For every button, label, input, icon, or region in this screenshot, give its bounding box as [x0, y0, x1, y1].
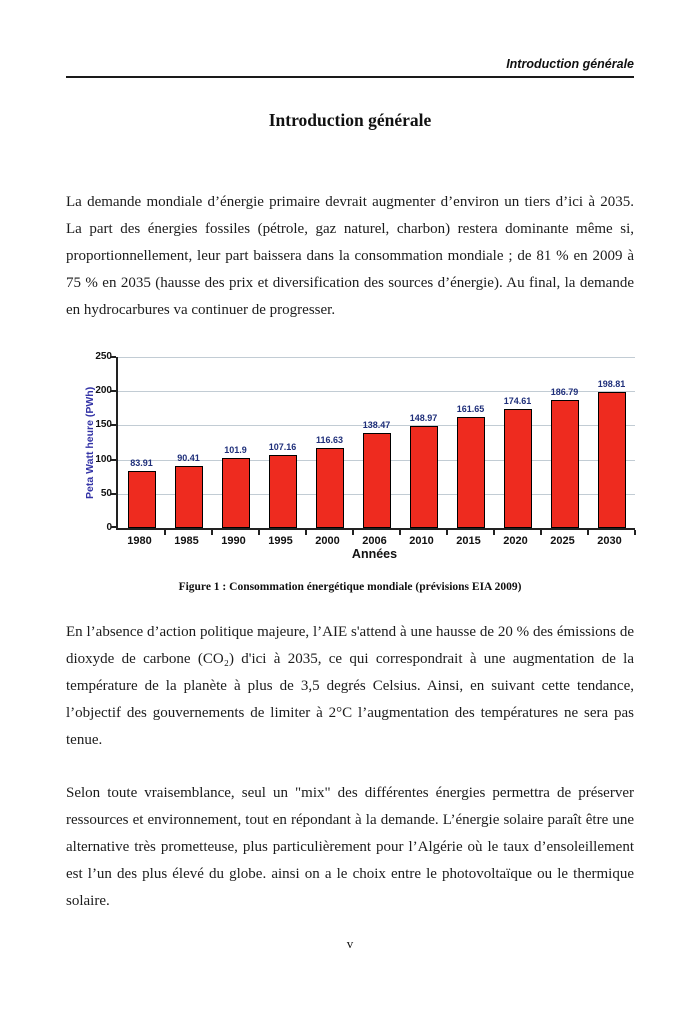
header-rule [66, 76, 634, 78]
chart-y-tickmark [111, 390, 116, 393]
chart-y-tick-label: 250 [95, 351, 112, 362]
figure-caption: Figure 1 : Consommation énergétique mond… [178, 581, 522, 593]
chart-x-tick-label: 2010 [409, 535, 434, 547]
chart-bar [362, 433, 391, 528]
chart-value-label: 148.97 [409, 413, 438, 424]
chart-value-label: 174.61 [503, 395, 532, 406]
chart-x-axis-title: Années [351, 547, 398, 561]
chart-y-tick-label: 150 [95, 419, 112, 431]
chart-gridline [118, 391, 635, 393]
chart-x-tick-label: 2020 [503, 535, 528, 547]
chart-bar [503, 408, 532, 528]
chart-bar [174, 466, 203, 528]
chart-y-tick-label: 50 [100, 487, 112, 499]
chart-bar [456, 417, 485, 528]
chart-x-tickmark [493, 530, 495, 535]
chart-x-tick-labels: 1980 1985 1990 1995 2000 2006 2010 2015 2020 2025… [116, 535, 633, 549]
chart-value-label: 116.63 [315, 435, 344, 446]
paragraph-1: La demande mondiale d’énergie primaire d… [66, 194, 634, 318]
chart-y-tickmark [111, 492, 116, 495]
chart-x-tick-label: 2025 [550, 535, 575, 547]
chart-x-tick-label: 1990 [221, 535, 246, 547]
chart-x-tickmark [587, 530, 589, 535]
chart-x-tick-label: 1980 [127, 535, 152, 547]
chart-y-tickmark [111, 458, 116, 461]
chart-x-tickmark [258, 530, 260, 535]
chart-x-tickmark [164, 530, 166, 535]
chart-y-tickmark [111, 356, 116, 358]
page-title: Introduction générale [268, 110, 432, 130]
chart-value-label: 186.79 [550, 387, 579, 398]
chart-x-tick-label: 1985 [174, 535, 199, 547]
chart-bar [409, 426, 438, 528]
chart-gridline [118, 357, 635, 358]
chart-x-tick-label: 2030 [597, 535, 622, 547]
chart-x-tickmark [352, 530, 354, 535]
chart-value-label: 83.91 [130, 457, 153, 468]
paragraph-3: Selon toute vraisemblance, seul un "mix"… [66, 785, 634, 909]
chart-y-tick-label: 100 [95, 453, 112, 465]
chart-x-tickmark [305, 530, 307, 535]
chart-y-tick-label: 0 [106, 522, 112, 533]
chart-value-label: 138.47 [362, 420, 391, 431]
chart-x-tickmark [446, 530, 448, 535]
chart-y-tick-labels: 0 50 100 150 200 250 [88, 351, 112, 533]
paragraph-2: En l’absence d’action politique majeure,… [66, 624, 634, 748]
chart-x-tick-label: 2006 [362, 535, 387, 547]
chart-y-tickmark [111, 424, 116, 427]
chart-x-tickmark [634, 530, 636, 535]
chart-value-label: 198.81 [597, 379, 626, 390]
chart-x-tickmark [540, 530, 542, 535]
chart-x-tickmark [211, 530, 213, 535]
chart-bar [127, 470, 156, 528]
chart-value-label: 90.41 [177, 453, 200, 464]
chart-y-tickmark [111, 526, 116, 528]
page-number: v [346, 936, 354, 951]
chart-y-tick-label: 200 [95, 385, 112, 397]
chart-bar [550, 400, 579, 528]
chart-bar [315, 448, 344, 528]
chart-gridline [118, 425, 635, 427]
chart-x-tick-label: 2000 [315, 535, 340, 547]
chart-value-label: 101.9 [224, 445, 247, 456]
chart-plot: 83.91 90.41 101.9 107.16 116.63 138.47 148.97 1… [111, 356, 636, 535]
chart-x-tickmark [399, 530, 401, 535]
chart-value-label: 107.16 [268, 441, 297, 452]
chart-bar [597, 392, 626, 528]
chart-x-tick-label: 2015 [456, 535, 481, 547]
chart-bar [268, 454, 297, 528]
running-header: Introduction générale [506, 57, 634, 71]
figure-1-chart: Peta Watt heure (PWh) 0 50 100 150 200 250 83… [84, 349, 640, 562]
chart-x-tick-label: 1995 [268, 535, 293, 547]
chart-value-label: 161.65 [456, 404, 485, 415]
chart-bar [221, 458, 250, 528]
